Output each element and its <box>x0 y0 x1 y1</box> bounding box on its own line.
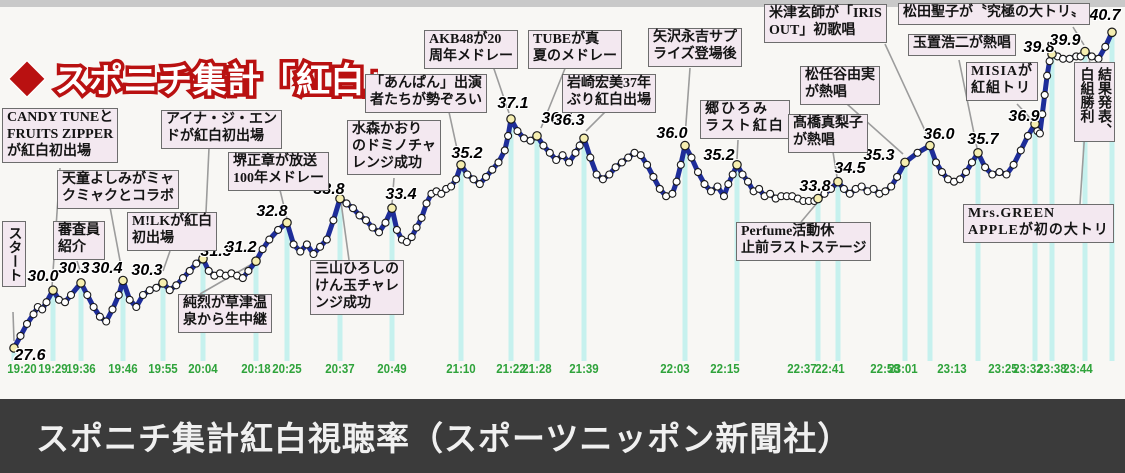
time-label-22:41: 22:41 <box>815 362 845 376</box>
value-label-22:58: 35.3 <box>863 147 895 165</box>
annotation-anpan: 「あんぱん」出演 者たちが勢ぞろい <box>365 74 487 113</box>
time-label-20:18: 20:18 <box>241 362 271 376</box>
annotation-yonezu: 米津玄師が「IRIS OUT」初歌唱 <box>764 4 887 43</box>
value-label-23:13: 35.7 <box>967 130 999 148</box>
annotation-yazawa: 矢沢永吉サプ ライズ登場後 <box>648 28 742 67</box>
time-label-20:25: 20:25 <box>272 362 302 376</box>
value-label-19:20: 27.6 <box>14 347 46 364</box>
value-label-22:03: 36.0 <box>656 124 688 142</box>
time-label-23:01: 23:01 <box>888 362 918 376</box>
annotation-tamaki: 玉置浩二が熱唱 <box>908 34 1016 56</box>
annotation-sakai: 堺正章が放送 100年メドレー <box>228 152 329 191</box>
annotation-go: 郷ひろみ ラスト紅白 <box>700 100 790 139</box>
time-label-23:38: 23:38 <box>1037 362 1067 376</box>
value-label-22:37: 33.8 <box>799 177 831 195</box>
value-label-23:32: 39.8 <box>1023 38 1055 56</box>
annotation-takahashi: 髙橋真梨子 が熱唱 <box>788 114 868 153</box>
annotation-tendo: 天童よしみがミャ クミャクとコラボ <box>57 170 179 209</box>
value-label-21:10: 35.2 <box>451 144 483 162</box>
time-label-22:37: 22:37 <box>787 362 817 376</box>
value-label-19:36: 30.3 <box>58 259 90 277</box>
annotation-kekka: 結果発表、 白組勝利 <box>1074 62 1115 142</box>
annotation-perfume: Perfume活動休 止前ラストステージ <box>736 222 872 261</box>
time-label-21:39: 21:39 <box>569 362 599 376</box>
annotation-aina: アイナ・ジ・エン ドが紅白初出場 <box>161 110 283 149</box>
annotation-miyama: 三山ひろしの けん玉チャレ ンジ成功 <box>310 260 404 316</box>
time-label-20:49: 20:49 <box>377 362 407 376</box>
annotation-mizumori: 水森かおり のドミノチャ レンジ成功 <box>347 120 441 176</box>
time-label-20:37: 20:37 <box>325 362 355 376</box>
annotation-candy: CANDY TUNEと FRUITS ZIPPER が紅白初出場 <box>2 108 119 164</box>
annotation-akb: AKB48が20 周年メドレー <box>424 30 518 69</box>
annotation-matsuda: 松田聖子が〝究極の大トリ〟 <box>898 3 1090 25</box>
value-label-19:29: 30.0 <box>27 268 59 286</box>
time-label-21:10: 21:10 <box>446 362 476 376</box>
value-label-21:22: 37.1 <box>497 95 529 113</box>
annotation-iwasaki: 岩崎宏美37年 ぶり紅白出場 <box>562 74 656 113</box>
time-label-22:03: 22:03 <box>660 362 690 376</box>
time-label-23:44: 23:44 <box>1063 362 1093 376</box>
time-label-20:04: 20:04 <box>188 362 218 376</box>
annotation-shinsain: 審査員 紹介 <box>53 221 105 260</box>
chart-title-text: ◆ スポニチ集計「紅白」視聴率 ◆ <box>9 61 378 100</box>
title-diamond-left: ◆ <box>9 61 45 100</box>
time-label-21:22: 21:22 <box>496 362 526 376</box>
value-label-20:18: 31.2 <box>225 239 257 257</box>
time-label-23:25: 23:25 <box>988 362 1018 376</box>
value-label-23:44: 40.7 <box>1089 7 1121 25</box>
time-label-23:13: 23:13 <box>937 362 967 376</box>
ratings-line-plot <box>9 26 1117 362</box>
time-label-22:58: 22:58 <box>870 362 900 376</box>
caption-bar: スポニチ集計紅白視聴率（スポーツニッポン新聞社） <box>0 399 1125 473</box>
annotation-start: スタート <box>2 221 26 287</box>
time-label-23:32: 23:32 <box>1013 362 1043 376</box>
value-label-22:41: 34.5 <box>834 159 866 177</box>
highlight-markers <box>9 27 1117 353</box>
time-label-19:29: 19:29 <box>38 362 68 376</box>
value-label-23:01: 36.0 <box>923 125 955 143</box>
time-label-19:46: 19:46 <box>108 362 138 376</box>
value-label-21:39: 36.3 <box>553 112 585 130</box>
value-label-21:28: 36.4 <box>541 109 573 127</box>
value-label-20:49: 33.4 <box>385 186 417 204</box>
time-label-19:55: 19:55 <box>148 362 178 376</box>
annotation-tube: TUBEが真 夏のメドレー <box>528 30 622 69</box>
value-label-20:25: 32.8 <box>256 202 288 220</box>
time-label-22:15: 22:15 <box>710 362 740 376</box>
time-label-19:20: 19:20 <box>7 362 37 376</box>
annotation-mrsgreen: Mrs.GREEN APPLEが初の大トリ <box>963 204 1114 243</box>
time-label-19:36: 19:36 <box>66 362 96 376</box>
chart-title-banner: ◆ スポニチ集計「紅白」視聴率 ◆ <box>6 50 549 113</box>
top-gray-strip <box>0 0 1125 7</box>
annotation-matsutoya: 松任谷由実 が熱唱 <box>800 66 880 105</box>
value-label-22:15: 35.2 <box>703 146 735 164</box>
caption-text: スポニチ集計紅白視聴率（スポーツニッポン新聞社） <box>36 420 852 457</box>
annotation-misia: MISIAが 紅組トリ <box>966 62 1039 101</box>
annotation-junretsu: 純烈が草津温 泉から生中継 <box>178 294 272 333</box>
time-label-21:28: 21:28 <box>522 362 552 376</box>
value-label-23:25: 36.9 <box>1008 107 1040 125</box>
annotation-milk: M!LKが紅白 初出場 <box>127 212 218 251</box>
value-label-19:46: 30.4 <box>91 259 123 277</box>
value-label-19:55: 30.3 <box>131 261 163 279</box>
title-main: スポニチ集計「紅白」視聴率 <box>54 61 378 100</box>
value-label-23:38: 39.9 <box>1049 31 1081 49</box>
